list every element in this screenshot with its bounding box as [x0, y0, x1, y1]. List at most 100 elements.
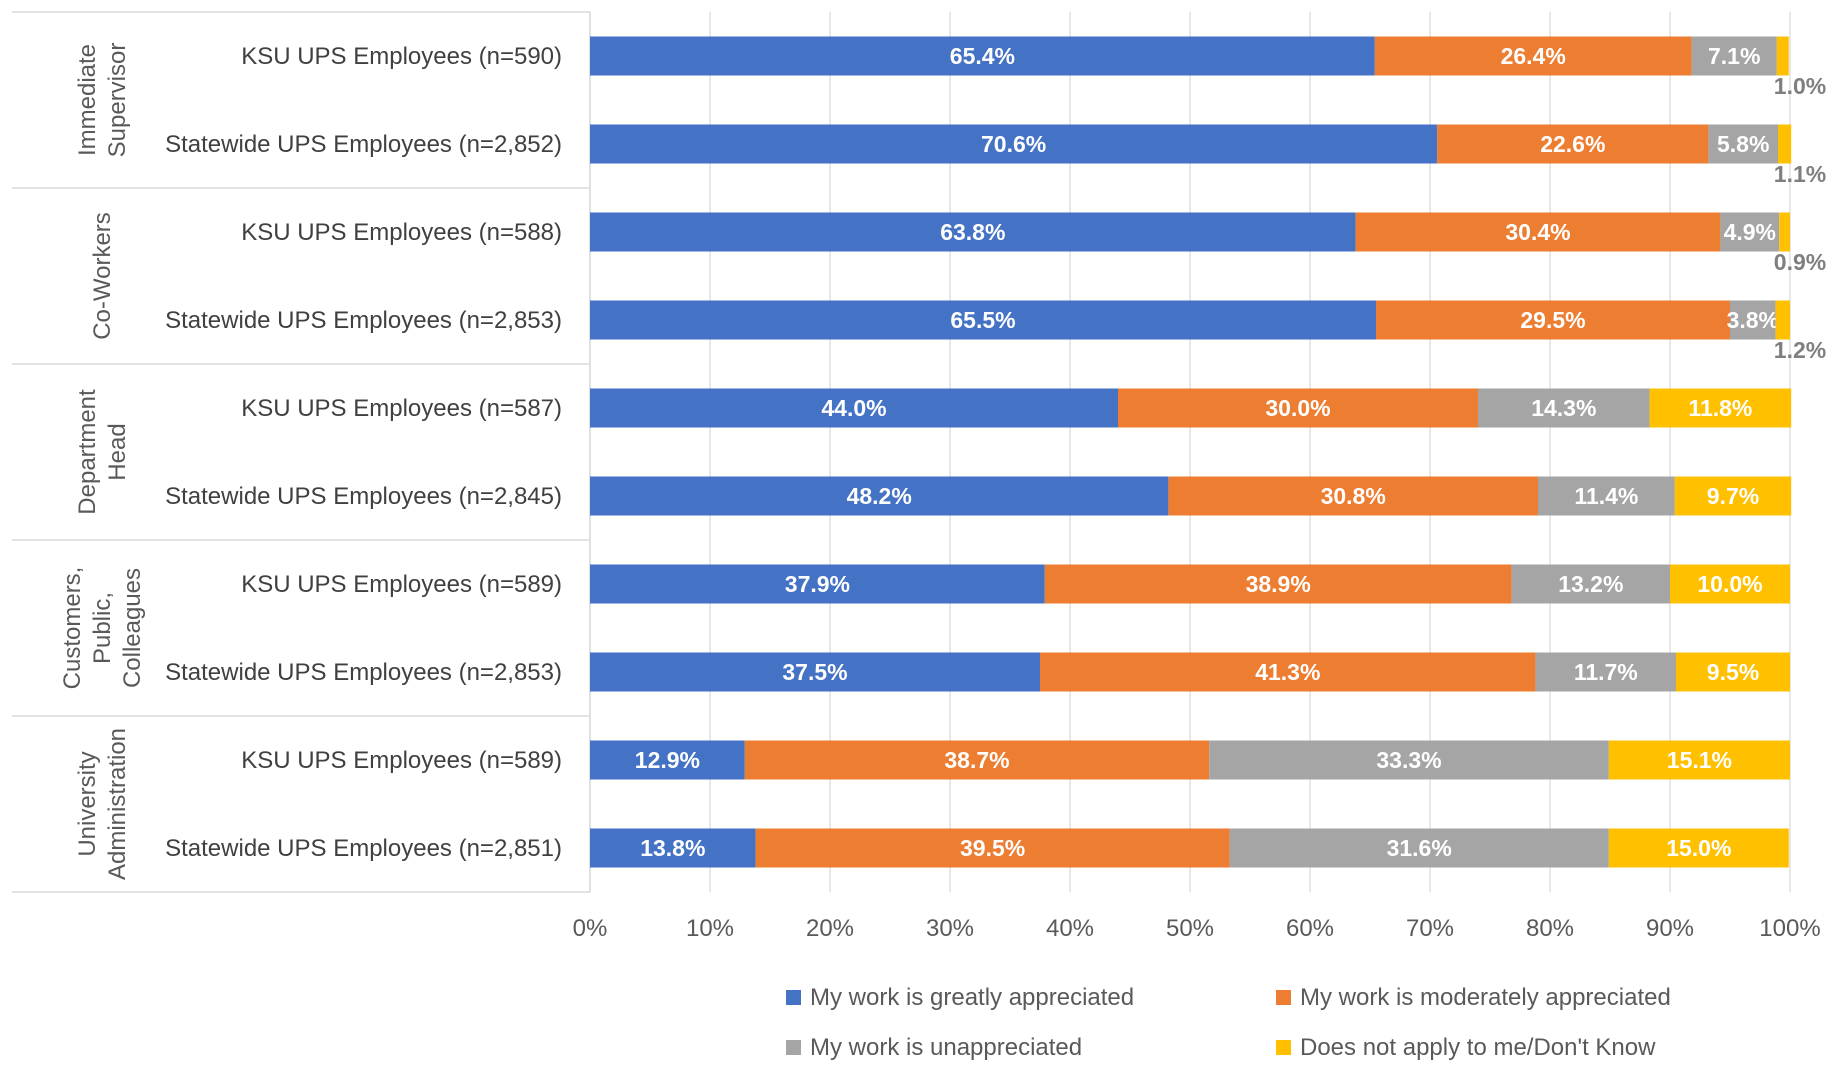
data-label: 14.3%	[1531, 395, 1596, 421]
data-label: 70.6%	[981, 131, 1046, 157]
data-label: 37.9%	[785, 571, 850, 597]
x-tick-label: 80%	[1526, 915, 1574, 942]
bar-segment	[1720, 212, 1780, 252]
data-label: 13.2%	[1558, 571, 1623, 597]
group-label-line: Department	[74, 389, 101, 515]
bar-segment	[590, 36, 1375, 76]
bar-segment	[1355, 212, 1721, 252]
group-label-line: Customers,	[59, 567, 86, 690]
x-tick-label: 30%	[926, 915, 974, 942]
bar-segment	[1437, 124, 1709, 164]
group-label: Immediate Supervisor	[74, 43, 131, 158]
bar-segment	[590, 476, 1169, 516]
data-label: 48.2%	[847, 483, 912, 509]
group-label-line: Immediate	[74, 44, 101, 156]
group-label-line: Colleagues	[119, 568, 146, 688]
legend-label: My work is greatly appreciated	[810, 984, 1134, 1011]
row-label: Statewide UPS Employees (n=2,853)	[165, 659, 562, 686]
group-label-line: Public,	[89, 592, 116, 664]
row-label: Statewide UPS Employees (n=2,851)	[165, 835, 562, 862]
row-label: KSU UPS Employees (n=590)	[241, 43, 562, 70]
bar-segment	[1374, 36, 1692, 76]
data-label: 13.8%	[640, 835, 705, 861]
legend-swatch	[786, 1040, 801, 1055]
bar-segment	[1538, 476, 1675, 516]
bar-segment	[1376, 300, 1730, 340]
data-label: 65.5%	[950, 307, 1015, 333]
data-label: 30.4%	[1505, 219, 1570, 245]
bar-segment	[590, 740, 745, 780]
group-label-line: Supervisor	[104, 43, 131, 158]
data-label: 11.7%	[1574, 659, 1638, 685]
data-label: 39.5%	[960, 835, 1025, 861]
bar-segment	[1674, 476, 1792, 516]
row-label: Statewide UPS Employees (n=2,845)	[165, 483, 562, 510]
data-label: 10.0%	[1697, 571, 1762, 597]
data-label: 9.7%	[1707, 483, 1759, 509]
data-label: 63.8%	[940, 219, 1005, 245]
bar-segment	[1778, 124, 1792, 164]
bar-segment	[1608, 740, 1790, 780]
row-label: Statewide UPS Employees (n=2,853)	[165, 307, 562, 334]
bar-segment	[1776, 36, 1789, 76]
row-label: KSU UPS Employees (n=589)	[241, 747, 562, 774]
group-label-line: University	[74, 751, 101, 856]
data-label: 44.0%	[821, 395, 886, 421]
data-label: 30.0%	[1265, 395, 1330, 421]
data-label: 1.2%	[1774, 337, 1826, 363]
x-tick-label: 50%	[1166, 915, 1214, 942]
data-label: 12.9%	[635, 747, 700, 773]
x-tick-label: 90%	[1646, 915, 1694, 942]
group-label-line: Administration	[104, 728, 131, 880]
data-label: 7.1%	[1708, 43, 1760, 69]
bar-segment	[590, 388, 1118, 428]
bar-segment	[755, 828, 1230, 868]
group-label-line: Head	[104, 423, 131, 480]
legend-swatch	[1276, 990, 1291, 1005]
x-tick-label: 60%	[1286, 915, 1334, 942]
bar-segment	[1478, 388, 1650, 428]
data-label: 4.9%	[1724, 219, 1776, 245]
data-label: 3.8%	[1727, 307, 1779, 333]
bar-segment	[1229, 828, 1609, 868]
data-label: 26.4%	[1501, 43, 1566, 69]
data-label: 15.0%	[1666, 835, 1731, 861]
data-label: 0.9%	[1774, 249, 1826, 275]
data-label: 30.8%	[1321, 483, 1386, 509]
bar-segment	[590, 564, 1045, 604]
data-label: 11.8%	[1688, 395, 1752, 421]
bar-segment	[590, 212, 1356, 252]
legend-label: My work is unappreciated	[810, 1034, 1082, 1061]
data-label: 38.9%	[1246, 571, 1311, 597]
bar-segment	[1670, 564, 1790, 604]
bar-segment	[1775, 300, 1790, 340]
bar-segment	[1535, 652, 1676, 692]
data-label: 65.4%	[950, 43, 1015, 69]
bar-segment	[1209, 740, 1609, 780]
bar-segment	[1608, 828, 1789, 868]
x-tick-label: 40%	[1046, 915, 1094, 942]
bar-segment	[590, 652, 1040, 692]
x-tick-label: 70%	[1406, 915, 1454, 942]
bar-segment	[1511, 564, 1670, 604]
data-label: 22.6%	[1540, 131, 1605, 157]
bar-segment	[1118, 388, 1478, 428]
data-label: 15.1%	[1667, 747, 1732, 773]
data-label: 9.5%	[1707, 659, 1759, 685]
legend-label: My work is moderately appreciated	[1300, 984, 1671, 1011]
data-label: 29.5%	[1520, 307, 1585, 333]
group-label: Customers, Public, Colleagues	[59, 567, 146, 690]
bar-segment	[1691, 36, 1777, 76]
x-tick-label: 20%	[806, 915, 854, 942]
bar-segment	[1676, 652, 1790, 692]
data-label: 1.0%	[1774, 73, 1826, 99]
group-label: University Administration	[74, 728, 131, 880]
data-label: 41.3%	[1255, 659, 1320, 685]
data-label: 38.7%	[944, 747, 1009, 773]
bar-segment	[1708, 124, 1778, 164]
bar-segment	[1730, 300, 1776, 340]
legend-label: Does not apply to me/Don't Know	[1300, 1034, 1656, 1061]
bar-segment	[590, 124, 1438, 164]
x-tick-label: 100%	[1759, 915, 1820, 942]
